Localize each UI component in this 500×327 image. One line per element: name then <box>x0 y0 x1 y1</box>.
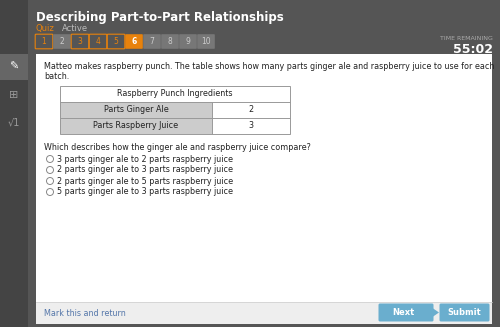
Text: 2 parts ginger ale to 3 parts raspberry juice: 2 parts ginger ale to 3 parts raspberry … <box>57 165 233 175</box>
FancyBboxPatch shape <box>161 34 179 49</box>
FancyBboxPatch shape <box>0 82 28 108</box>
Text: batch.: batch. <box>44 72 69 81</box>
Text: Active: Active <box>62 24 88 33</box>
Text: √1: √1 <box>8 118 20 128</box>
Text: 1: 1 <box>42 37 46 46</box>
FancyBboxPatch shape <box>0 54 28 80</box>
Text: 4: 4 <box>96 37 100 46</box>
Text: 10: 10 <box>201 37 211 46</box>
Text: TIME REMAINING: TIME REMAINING <box>440 36 493 41</box>
Text: 7: 7 <box>150 37 154 46</box>
Text: 8: 8 <box>168 37 172 46</box>
Text: Next: Next <box>392 308 414 317</box>
Text: Submit: Submit <box>448 308 482 317</box>
Text: Quiz: Quiz <box>36 24 55 33</box>
Text: 5: 5 <box>114 37 118 46</box>
Text: Mark this and return: Mark this and return <box>44 308 126 318</box>
FancyBboxPatch shape <box>28 0 500 54</box>
Text: 5 parts ginger ale to 3 parts raspberry juice: 5 parts ginger ale to 3 parts raspberry … <box>57 187 233 197</box>
Text: Matteo makes raspberry punch. The table shows how many parts ginger ale and rasp: Matteo makes raspberry punch. The table … <box>44 62 494 71</box>
FancyBboxPatch shape <box>60 102 212 118</box>
Text: Raspberry Punch Ingredients: Raspberry Punch Ingredients <box>117 90 233 98</box>
Text: 3 parts ginger ale to 2 parts raspberry juice: 3 parts ginger ale to 2 parts raspberry … <box>57 154 233 164</box>
Text: 3: 3 <box>78 37 82 46</box>
Polygon shape <box>431 307 439 318</box>
FancyBboxPatch shape <box>440 303 490 321</box>
FancyBboxPatch shape <box>36 54 492 302</box>
Text: Describing Part-to-Part Relationships: Describing Part-to-Part Relationships <box>36 11 284 24</box>
Text: Parts Ginger Ale: Parts Ginger Ale <box>104 106 168 114</box>
FancyBboxPatch shape <box>36 302 492 324</box>
FancyBboxPatch shape <box>53 34 71 49</box>
FancyBboxPatch shape <box>197 34 215 49</box>
Text: 2 parts ginger ale to 5 parts raspberry juice: 2 parts ginger ale to 5 parts raspberry … <box>57 177 233 185</box>
Text: Parts Raspberry Juice: Parts Raspberry Juice <box>94 122 178 130</box>
Text: 3: 3 <box>248 122 254 130</box>
Text: 2: 2 <box>248 106 254 114</box>
Text: 55:02: 55:02 <box>453 43 493 56</box>
Text: 6: 6 <box>132 37 136 46</box>
Text: 9: 9 <box>186 37 190 46</box>
FancyBboxPatch shape <box>125 34 143 49</box>
FancyBboxPatch shape <box>0 0 28 327</box>
FancyBboxPatch shape <box>0 110 28 136</box>
FancyBboxPatch shape <box>212 102 290 118</box>
FancyBboxPatch shape <box>179 34 197 49</box>
FancyBboxPatch shape <box>60 86 290 102</box>
Text: 2: 2 <box>60 37 64 46</box>
Text: ✎: ✎ <box>10 62 18 72</box>
FancyBboxPatch shape <box>143 34 161 49</box>
FancyBboxPatch shape <box>378 303 434 321</box>
FancyBboxPatch shape <box>60 118 212 134</box>
Text: ⊞: ⊞ <box>10 90 18 100</box>
FancyBboxPatch shape <box>212 118 290 134</box>
Text: Which describes how the ginger ale and raspberry juice compare?: Which describes how the ginger ale and r… <box>44 143 311 152</box>
